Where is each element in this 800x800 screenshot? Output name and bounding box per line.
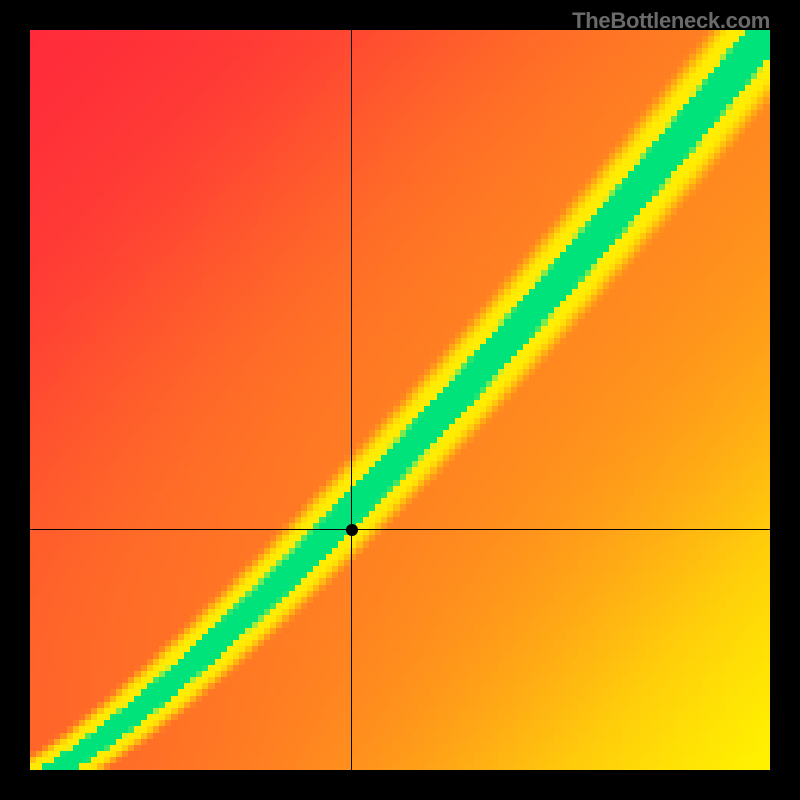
heatmap-canvas [30, 30, 770, 770]
marker-dot [346, 524, 358, 536]
crosshair-vertical [351, 30, 352, 770]
watermark-text: TheBottleneck.com [572, 8, 770, 34]
crosshair-horizontal [30, 529, 770, 530]
root: TheBottleneck.com [0, 0, 800, 800]
